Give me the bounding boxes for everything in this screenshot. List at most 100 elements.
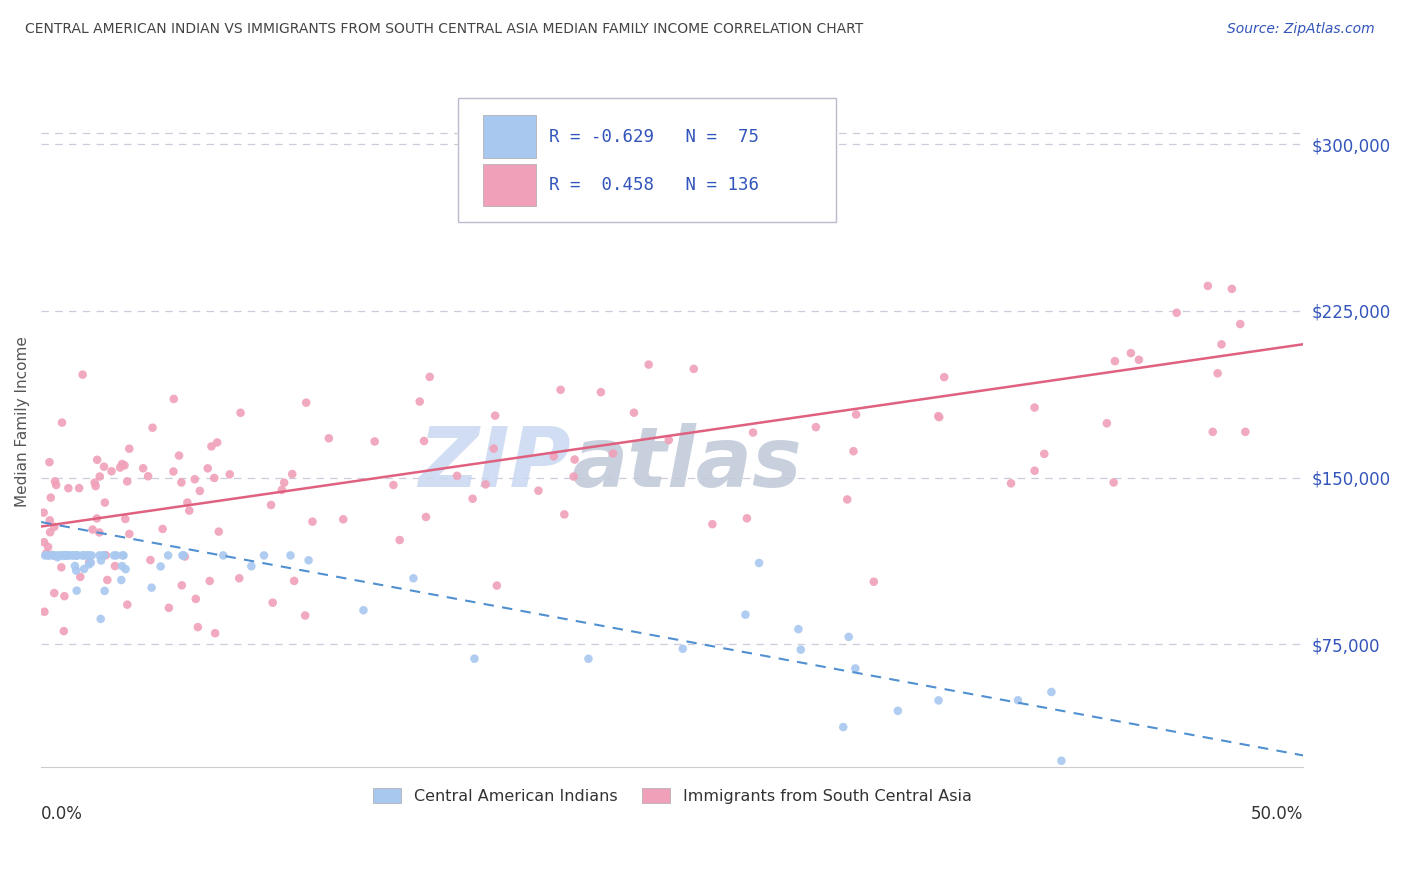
Point <box>65 549 87 563</box>
Point <box>80 556 103 570</box>
Point <box>1095 417 1118 431</box>
Point <box>100 464 122 478</box>
Point <box>1033 447 1056 461</box>
Point <box>67 481 90 495</box>
Point <box>318 431 340 445</box>
Point <box>69 570 91 584</box>
Point <box>72 549 94 563</box>
Point <box>41 548 63 562</box>
Text: ZIP: ZIP <box>419 423 571 504</box>
Point <box>105 549 128 563</box>
Point <box>141 581 163 595</box>
Point <box>179 503 201 517</box>
Point <box>142 420 165 434</box>
Point <box>172 549 194 563</box>
Point <box>132 461 155 475</box>
Point <box>66 549 89 563</box>
Point <box>38 513 60 527</box>
Text: R =  0.458   N = 136: R = 0.458 N = 136 <box>548 176 759 194</box>
Point <box>1119 346 1142 360</box>
Point <box>228 571 250 585</box>
Point <box>32 506 55 520</box>
Point <box>90 612 112 626</box>
Point <box>53 589 76 603</box>
Point <box>115 475 138 489</box>
Point <box>1104 354 1126 368</box>
Point <box>543 450 565 464</box>
Point <box>75 549 97 563</box>
Point <box>564 452 586 467</box>
Point <box>845 408 868 422</box>
Point <box>63 558 86 573</box>
Point <box>76 549 98 563</box>
Point <box>136 469 159 483</box>
Point <box>928 693 950 707</box>
Point <box>162 465 184 479</box>
Point <box>80 549 103 563</box>
Point <box>72 368 94 382</box>
Point <box>804 420 827 434</box>
Point <box>204 626 226 640</box>
Point <box>198 574 221 588</box>
Point <box>72 549 94 563</box>
Point <box>66 583 89 598</box>
Point <box>295 395 318 409</box>
Point <box>1202 425 1225 439</box>
Point <box>578 652 600 666</box>
Point <box>112 549 135 563</box>
Point <box>229 406 252 420</box>
Point <box>623 406 645 420</box>
Point <box>58 549 80 563</box>
Text: R = -0.629   N =  75: R = -0.629 N = 75 <box>548 128 759 145</box>
Point <box>89 469 111 483</box>
Point <box>301 515 323 529</box>
Point <box>202 471 225 485</box>
Point <box>91 549 114 563</box>
Point <box>281 467 304 481</box>
Point <box>173 549 195 564</box>
Point <box>32 535 55 549</box>
Point <box>104 559 127 574</box>
Point <box>65 564 87 578</box>
Point <box>56 549 79 563</box>
Point <box>170 475 193 490</box>
Point <box>173 549 195 563</box>
Point <box>262 596 284 610</box>
Point <box>589 385 612 400</box>
Text: CENTRAL AMERICAN INDIAN VS IMMIGRANTS FROM SOUTH CENTRAL ASIA MEDIAN FAMILY INCO: CENTRAL AMERICAN INDIAN VS IMMIGRANTS FR… <box>25 22 863 37</box>
Point <box>742 425 765 440</box>
Point <box>260 498 283 512</box>
Point <box>46 549 69 563</box>
Point <box>44 586 66 600</box>
Point <box>93 459 115 474</box>
Point <box>1220 282 1243 296</box>
Point <box>388 533 411 547</box>
Point <box>111 457 134 471</box>
Point <box>66 549 89 563</box>
Point <box>419 370 441 384</box>
Point <box>51 549 73 563</box>
Point <box>844 661 866 675</box>
Text: 0.0%: 0.0% <box>41 805 83 823</box>
Point <box>167 449 190 463</box>
Point <box>62 549 84 563</box>
Point <box>44 475 66 489</box>
Point <box>208 524 231 539</box>
Point <box>283 574 305 588</box>
Legend: Central American Indians, Immigrants from South Central Asia: Central American Indians, Immigrants fro… <box>366 782 979 810</box>
Point <box>253 549 276 563</box>
Point <box>73 562 96 576</box>
Point <box>463 651 485 665</box>
Point <box>111 549 134 563</box>
Point <box>1166 306 1188 320</box>
Point <box>77 558 100 572</box>
Point <box>332 512 354 526</box>
Point <box>197 461 219 475</box>
Point <box>702 517 724 532</box>
Point <box>270 483 292 497</box>
Point <box>82 523 104 537</box>
Point <box>163 392 186 406</box>
Point <box>280 549 302 563</box>
Point <box>111 559 134 574</box>
Point <box>34 549 56 563</box>
